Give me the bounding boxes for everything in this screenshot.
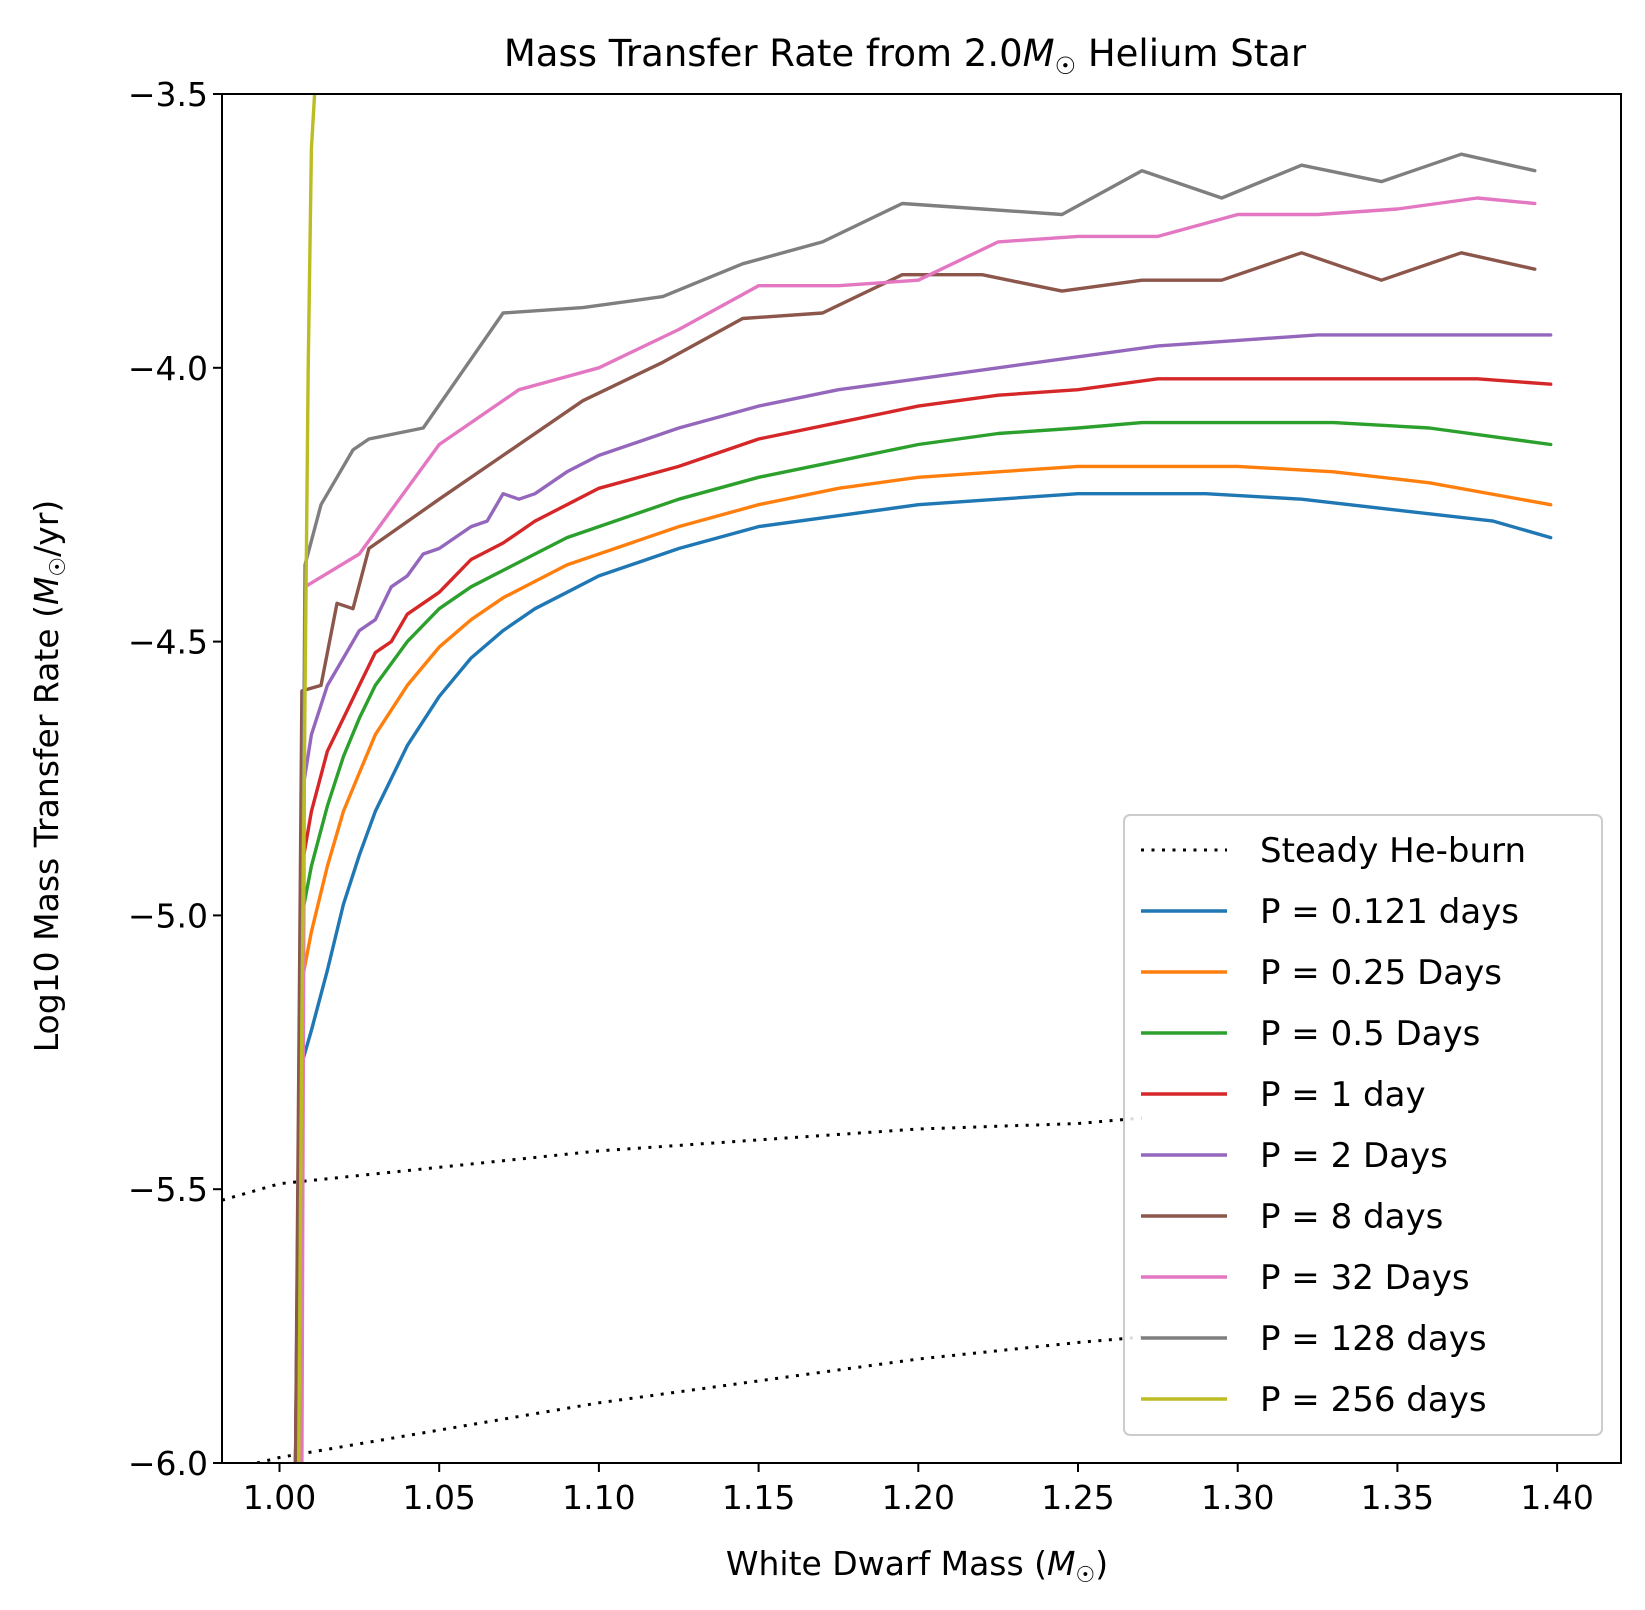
legend-label: P = 32 Days	[1260, 1258, 1470, 1298]
x-tick-label: 1.35	[1361, 1478, 1434, 1517]
series-line-9	[297, 152, 1537, 1463]
series-line-5	[293, 377, 1553, 1463]
x-tick-label: 1.15	[722, 1478, 795, 1517]
series-line-6	[293, 333, 1553, 1463]
legend-label: P = 0.5 Days	[1260, 1014, 1480, 1054]
legend-label: P = 0.25 Days	[1260, 953, 1502, 993]
y-tick-label: −4.0	[128, 349, 208, 388]
plot-area	[222, 94, 1553, 1463]
series-line-4	[293, 420, 1553, 1463]
series-line-3	[293, 464, 1553, 1463]
legend-label: P = 2 Days	[1260, 1136, 1448, 1176]
legend-label: P = 1 day	[1260, 1075, 1426, 1115]
series-line-0	[222, 1116, 1143, 1202]
x-tick-label: 1.10	[562, 1478, 635, 1517]
x-tick-label: 1.00	[243, 1478, 316, 1517]
legend-label: P = 8 days	[1260, 1197, 1443, 1237]
legend: Steady He-burn P = 0.121 days P = 0.25 Day…	[1123, 814, 1603, 1436]
legend-label: P = 0.121 days	[1260, 892, 1519, 932]
axes-frame	[221, 93, 1622, 1464]
series-line-7	[293, 251, 1537, 1463]
x-tick-label: 1.40	[1520, 1478, 1593, 1517]
y-tick-label: −6.0	[128, 1444, 208, 1483]
series-line-2	[293, 492, 1553, 1463]
x-axis-label: White Dwarf Mass (M☉)	[726, 1544, 1108, 1588]
x-tick-label: 1.25	[1041, 1478, 1114, 1517]
series-line-8	[300, 196, 1537, 1463]
chart-title: Mass Transfer Rate from 2.0M☉ Helium Sta…	[504, 32, 1307, 80]
legend-label: P = 128 days	[1260, 1319, 1487, 1359]
y-axis-label: Log10 Mass Transfer Rate (M☉/yr)	[27, 500, 71, 1053]
legend-box	[1123, 814, 1603, 1436]
y-tick-label: −3.5	[128, 75, 208, 114]
axis-ticks: 1.00 1.05 1.10 1.15 1.20 1.25 1.30 1.35 1.40 −3.5…	[128, 75, 1594, 1517]
x-tick-label: 1.05	[402, 1478, 475, 1517]
x-tick-label: 1.30	[1201, 1478, 1274, 1517]
y-tick-label: −5.0	[128, 896, 208, 935]
x-tick-label: 1.20	[882, 1478, 955, 1517]
series-line-10	[297, 94, 317, 1463]
legend-label: Steady He-burn	[1260, 831, 1526, 871]
legend-label: P = 256 days	[1260, 1380, 1487, 1420]
y-tick-label: −4.5	[128, 623, 208, 662]
y-tick-label: −5.5	[128, 1170, 208, 1209]
